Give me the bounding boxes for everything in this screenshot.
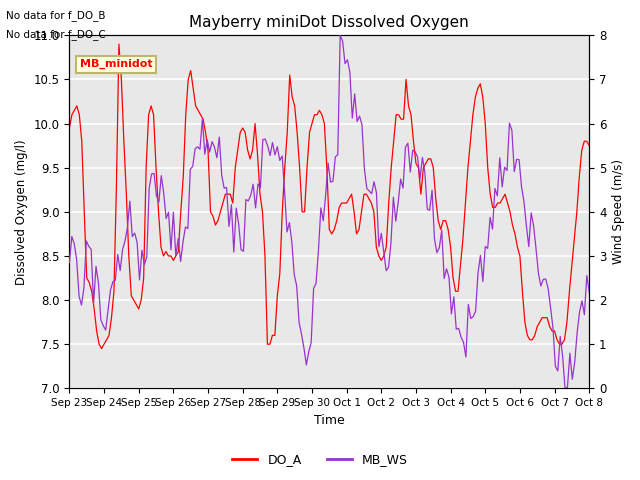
DO_A [586, 143, 593, 148]
MB_WS [368, 191, 376, 196]
MB_WS [561, 385, 569, 391]
Legend: DO_A, MB_WS: DO_A, MB_WS [227, 448, 413, 471]
MB_WS [586, 289, 593, 295]
MB_WS [363, 185, 371, 191]
Line: DO_A: DO_A [69, 44, 589, 348]
DO_A [115, 41, 123, 47]
Text: No data for f_DO_B: No data for f_DO_B [6, 10, 106, 21]
DO_A [541, 315, 548, 321]
Line: MB_WS: MB_WS [69, 36, 589, 388]
MB_WS [65, 260, 73, 265]
DO_A [224, 192, 232, 197]
DO_A [98, 346, 106, 351]
MB_WS [337, 33, 344, 38]
DO_A [65, 125, 73, 131]
Text: MB_minidot: MB_minidot [80, 59, 152, 70]
Y-axis label: Wind Speed (m/s): Wind Speed (m/s) [612, 159, 625, 264]
Text: No data for f_DO_C: No data for f_DO_C [6, 29, 106, 40]
X-axis label: Time: Time [314, 414, 345, 427]
DO_A [298, 209, 306, 215]
DO_A [271, 333, 278, 338]
MB_WS [508, 127, 516, 133]
MB_WS [196, 146, 204, 152]
DO_A [429, 165, 437, 170]
Title: Mayberry miniDot Dissolved Oxygen: Mayberry miniDot Dissolved Oxygen [189, 15, 469, 30]
MB_WS [467, 315, 475, 321]
MB_WS [182, 224, 189, 230]
Y-axis label: Dissolved Oxygen (mg/l): Dissolved Oxygen (mg/l) [15, 139, 28, 285]
DO_A [81, 209, 88, 215]
